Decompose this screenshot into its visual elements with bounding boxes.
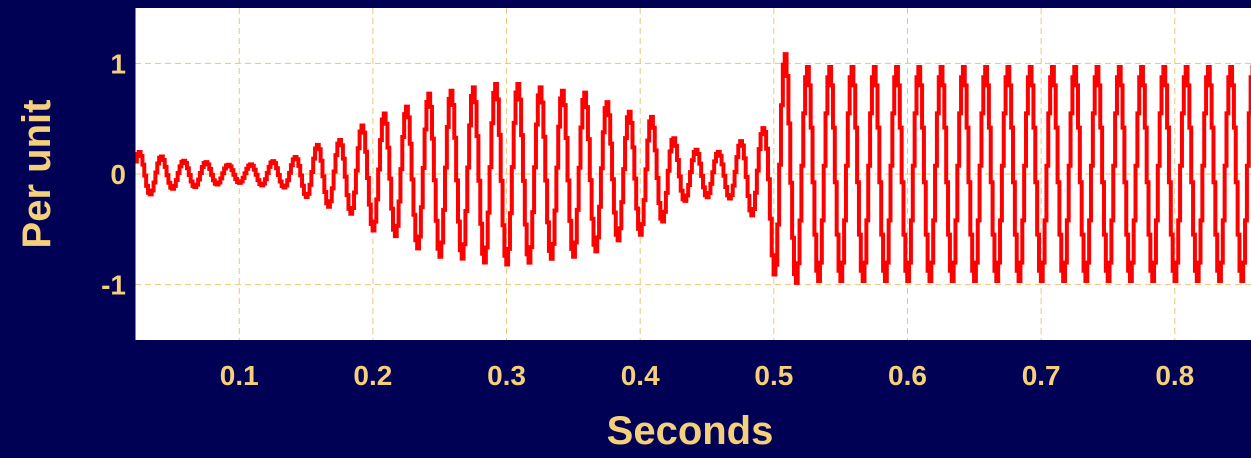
y-tick-label: 0 — [110, 159, 126, 190]
y-tick-labels: -1 0 1 — [101, 48, 126, 300]
x-tick-label: 0.2 — [353, 360, 392, 391]
series-line — [135, 52, 1251, 285]
x-tick-label: 0.6 — [888, 360, 927, 391]
x-axis-label: Seconds — [607, 409, 774, 453]
y-axis-label: Per unit — [15, 100, 59, 249]
y-tick-label: 1 — [110, 48, 126, 79]
x-tick-label: 0.3 — [487, 360, 526, 391]
x-tick-labels: 0.1 0.2 0.3 0.4 0.5 0.6 0.7 0.8 — [220, 360, 1194, 391]
x-tick-label: 0.8 — [1155, 360, 1194, 391]
x-tick-label: 0.1 — [220, 360, 259, 391]
x-tick-label: 0.5 — [754, 360, 793, 391]
y-tick-label: -1 — [101, 270, 126, 301]
grid — [135, 8, 1251, 340]
x-tick-label: 0.7 — [1022, 360, 1061, 391]
x-tick-label: 0.4 — [621, 360, 660, 391]
